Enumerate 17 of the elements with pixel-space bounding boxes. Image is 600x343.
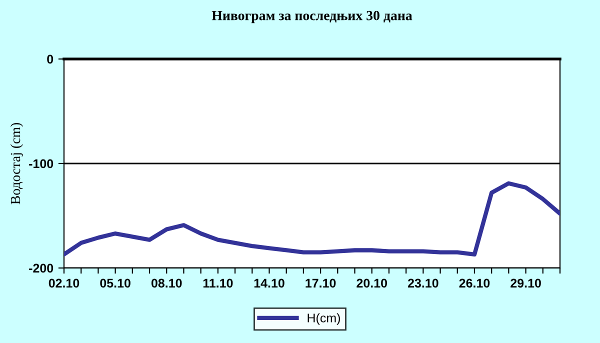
y-tick-label: -100 [29, 159, 54, 168]
y-axis-title: Водостај (cm) [10, 122, 24, 204]
x-tick-label: 02.10 [48, 278, 80, 288]
x-tick-label: 11.10 [203, 278, 233, 288]
line-series [64, 181, 560, 256]
x-tick-label: 14.10 [254, 278, 284, 288]
x-tick-label: 05.10 [100, 278, 130, 288]
x-tick-label: 29.10 [510, 278, 541, 288]
x-tick-label: 23.10 [408, 278, 438, 288]
chart-title: Нивограм за последњих 30 дана [212, 10, 412, 24]
x-tick-label: 08.10 [151, 278, 182, 288]
legend-label: H(cm) [308, 313, 340, 325]
x-tick-label: 20.10 [356, 278, 387, 288]
x-tick-label: 26.10 [459, 278, 490, 288]
y-tick-label: 0 [47, 54, 54, 64]
y-tick-label: -200 [29, 264, 54, 273]
x-tick-label: 17.10 [306, 278, 336, 288]
